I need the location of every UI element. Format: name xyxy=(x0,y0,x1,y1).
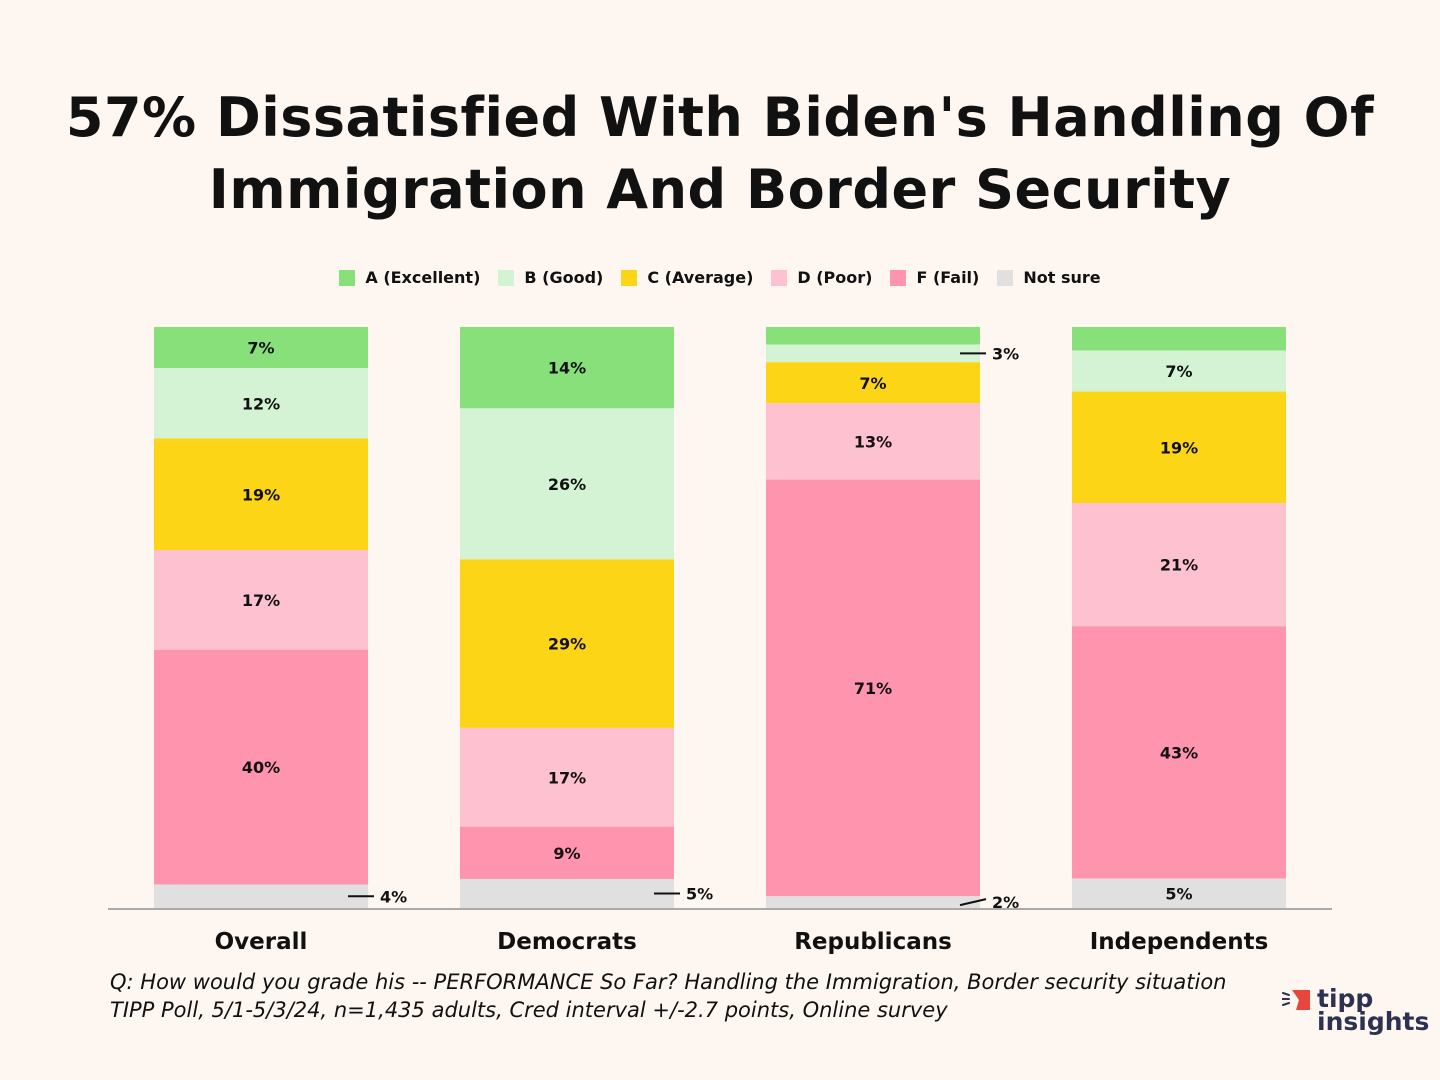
bar-segment xyxy=(1072,350,1286,392)
data-label: 2% xyxy=(992,893,1019,912)
data-label: 7% xyxy=(247,339,274,358)
data-label: 5% xyxy=(1165,884,1192,903)
x-tick-label: Independents xyxy=(1090,929,1269,955)
title-line-1: 57% Dissatisfied With Biden's Handling O… xyxy=(65,86,1375,149)
legend-swatch xyxy=(621,269,638,286)
legend-item: D (Poor) xyxy=(771,268,872,287)
bar-segment xyxy=(154,884,368,908)
data-label: 5% xyxy=(686,884,713,903)
data-label: 12% xyxy=(242,394,280,413)
footer-source: TIPP Poll, 5/1-5/3/24, n=1,435 adults, C… xyxy=(110,998,948,1022)
data-label: 19% xyxy=(242,485,280,504)
legend-label: A (Excellent) xyxy=(365,268,481,287)
data-label: 71% xyxy=(854,679,892,698)
chart-title: 57% Dissatisfied With Biden's Handling O… xyxy=(0,82,1440,226)
data-label: 17% xyxy=(548,768,586,787)
stacked-bar-chart: 7% 12% 19% 17% 40% 4% Overall 14% 26% 29% 17% 9% 5% D… xyxy=(108,327,1332,955)
data-label: 3% xyxy=(992,344,1019,363)
bar-segment xyxy=(766,403,980,480)
legend-label: Not sure xyxy=(1023,268,1101,287)
legend-item: A (Excellent) xyxy=(339,268,480,287)
footer: Q: How would you grade his -- PERFORMANC… xyxy=(110,968,1227,1024)
bar-segment xyxy=(1072,391,1286,504)
bar-segment xyxy=(1072,503,1286,627)
data-label: 14% xyxy=(548,359,586,378)
legend-label: C (Average) xyxy=(647,268,754,287)
legend-swatch xyxy=(498,269,515,286)
legend-label: D (Poor) xyxy=(797,268,873,287)
bar-segment xyxy=(766,479,980,897)
footer-question: Q: How would you grade his -- PERFORMANC… xyxy=(110,970,1227,994)
data-label: 43% xyxy=(1160,743,1198,762)
bar-segment xyxy=(460,878,674,908)
bar-segment xyxy=(460,408,674,560)
legend-swatch xyxy=(890,269,907,286)
data-label: 26% xyxy=(548,475,586,494)
legend-item: B (Good) xyxy=(498,268,603,287)
data-label: 40% xyxy=(242,758,280,777)
bar-segment xyxy=(766,896,980,908)
data-label: 17% xyxy=(242,591,280,610)
bar-segment xyxy=(460,327,674,409)
data-label: 7% xyxy=(859,374,886,393)
bar-segment xyxy=(154,550,368,650)
legend-swatch xyxy=(997,269,1014,286)
data-label: 21% xyxy=(1160,556,1198,575)
bar-segment xyxy=(154,649,368,885)
bar-segment xyxy=(460,559,674,728)
bar-segment xyxy=(154,438,368,551)
legend: A (Excellent) B (Good) C (Average) D (Poor)… xyxy=(0,268,1440,287)
legend-swatch xyxy=(771,269,788,286)
bar-segment xyxy=(460,727,674,827)
logo-flag-icon xyxy=(1292,990,1310,1010)
legend-label: F (Fail) xyxy=(916,268,980,287)
data-label: 7% xyxy=(1165,362,1192,381)
x-tick-label: Overall xyxy=(215,929,308,955)
x-tick-label: Democrats xyxy=(497,929,637,955)
bar-segment xyxy=(766,344,980,363)
legend-label: B (Good) xyxy=(524,268,604,287)
bar-segment xyxy=(1072,626,1286,879)
data-label: 9% xyxy=(553,844,580,863)
bar-segment xyxy=(1072,878,1286,908)
data-label: 29% xyxy=(548,635,586,654)
bar-segment xyxy=(154,368,368,439)
data-label: 13% xyxy=(854,432,892,451)
bar-segment xyxy=(154,327,368,369)
logo-rays-icon xyxy=(1282,992,1290,1006)
title-line-2: Immigration And Border Security xyxy=(208,158,1232,221)
tipp-insights-logo: tipp insights xyxy=(1282,985,1429,1035)
legend-item: C (Average) xyxy=(621,268,753,287)
legend-item: Not sure xyxy=(997,268,1101,287)
svg-text:insights: insights xyxy=(1317,1007,1429,1035)
legend-swatch xyxy=(339,269,356,286)
x-tick-label: Republicans xyxy=(794,929,952,955)
data-label: 19% xyxy=(1160,438,1198,457)
callout-line xyxy=(959,898,987,907)
bar-segment xyxy=(1072,327,1286,351)
legend-item: F (Fail) xyxy=(890,268,979,287)
bar-segment xyxy=(766,362,980,404)
data-label: 4% xyxy=(380,887,407,906)
bar-segment xyxy=(460,826,674,879)
svg-text:tipp: tipp xyxy=(1317,985,1373,1013)
bar-segment xyxy=(766,327,980,345)
